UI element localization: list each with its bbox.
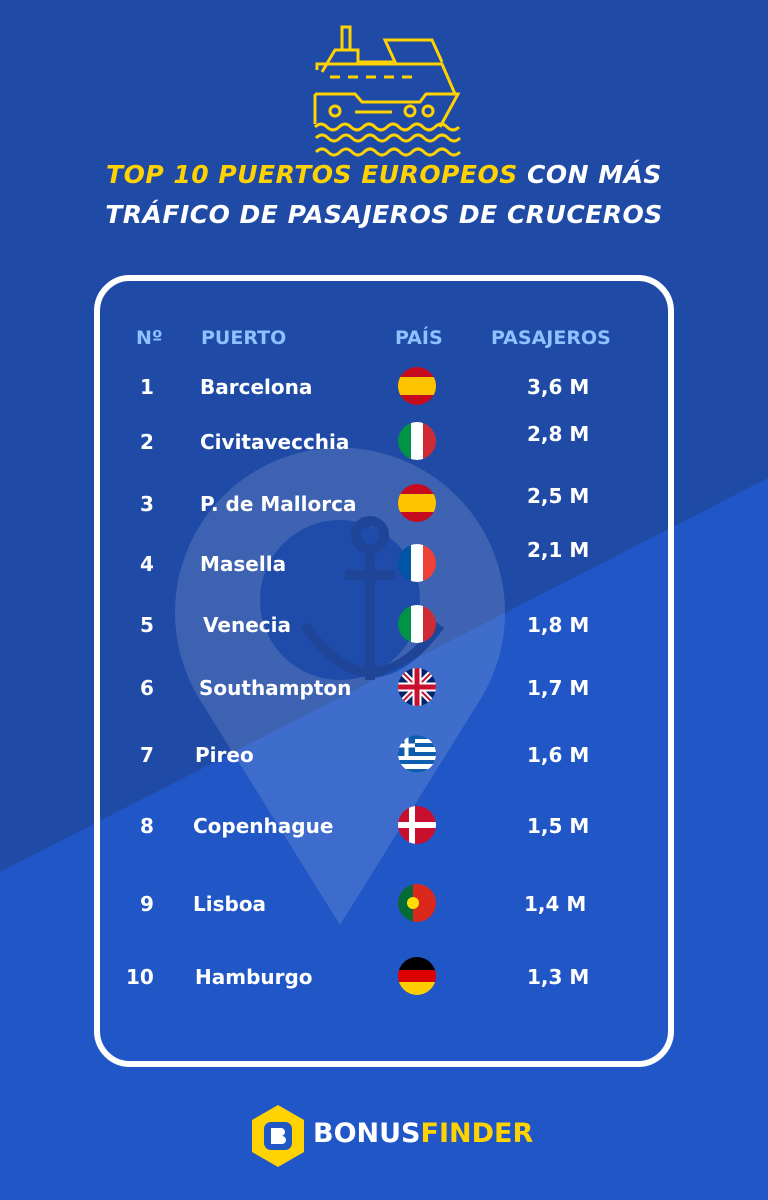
rank: 7 <box>140 743 154 767</box>
waves-icon <box>314 133 462 157</box>
germany-flag-icon <box>398 957 436 995</box>
denmark-flag-icon <box>398 806 436 844</box>
title-highlight: TOP 10 PUERTOS EUROPEOS <box>106 160 518 189</box>
table-row: 9 Lisboa 1,4 M <box>0 884 768 932</box>
ranking-table-card <box>94 275 674 1067</box>
port-name: Masella <box>200 552 287 576</box>
table-row: 2 Civitavecchia 2,8 M <box>0 422 768 470</box>
spain-flag-icon <box>398 484 436 522</box>
rank: 1 <box>140 375 154 399</box>
passengers: 3,6 M <box>527 375 590 399</box>
table-row: 10 Hamburgo 1,3 M <box>0 957 768 1005</box>
brand-bonus: BONUS <box>313 1118 421 1149</box>
bonusfinder-logo-icon <box>252 1105 304 1167</box>
table-row: 8 Copenhague 1,5 M <box>0 806 768 854</box>
rank: 9 <box>140 892 154 916</box>
port-name: Venecia <box>203 613 291 637</box>
cruise-ship-icon <box>313 25 460 132</box>
title-line-2: TRÁFICO DE PASAJEROS DE CRUCEROS <box>105 200 663 229</box>
header-rank: Nº <box>136 327 163 349</box>
passengers: 1,3 M <box>527 965 590 989</box>
table-row: 5 Venecia 1,8 M <box>0 605 768 653</box>
table-row: 4 Masella 2,1 M <box>0 538 768 592</box>
port-name: P. de Mallorca <box>200 492 357 516</box>
passengers: 1,4 M <box>524 892 587 916</box>
title-rest: CON MÁS <box>517 160 662 189</box>
passengers: 2,8 M <box>527 422 590 446</box>
port-name: Lisboa <box>193 892 267 916</box>
port-name: Copenhague <box>193 814 334 838</box>
passengers: 1,5 M <box>527 814 590 838</box>
header-country: PAÍS <box>395 327 443 349</box>
rank: 6 <box>140 676 154 700</box>
rank: 8 <box>140 814 154 838</box>
portugal-flag-icon <box>398 884 436 922</box>
passengers: 2,5 M <box>527 484 590 508</box>
rank: 3 <box>140 492 154 516</box>
table-row: 6 Southampton 1,7 M <box>0 668 768 716</box>
rank: 2 <box>140 430 154 454</box>
table-row: 3 P. de Mallorca 2,5 M <box>0 484 768 532</box>
italy-flag-icon <box>398 422 436 460</box>
table-row: 7 Pireo 1,6 M <box>0 735 768 783</box>
passengers: 2,1 M <box>527 538 590 562</box>
header-port: PUERTO <box>201 327 287 349</box>
table-row: 1 Barcelona 3,6 M <box>0 367 768 415</box>
brand-name: BONUSFINDER <box>313 1118 533 1149</box>
rank: 10 <box>126 965 154 989</box>
italy-flag-icon <box>398 605 436 643</box>
port-name: Southampton <box>199 676 352 700</box>
rank: 5 <box>140 613 154 637</box>
passengers: 1,6 M <box>527 743 590 767</box>
brand-finder: FINDER <box>420 1118 534 1149</box>
spain-flag-icon <box>398 367 436 405</box>
rank: 4 <box>140 552 154 576</box>
port-name: Hamburgo <box>195 965 313 989</box>
greece-flag-icon <box>398 735 436 773</box>
port-name: Civitavecchia <box>200 430 350 454</box>
uk-flag-icon <box>398 668 436 706</box>
france-flag-icon <box>398 544 436 582</box>
port-name: Barcelona <box>200 375 313 399</box>
port-name: Pireo <box>195 743 254 767</box>
title-line-1: TOP 10 PUERTOS EUROPEOS CON MÁS <box>0 160 768 189</box>
passengers: 1,7 M <box>527 676 590 700</box>
passengers: 1,8 M <box>527 613 590 637</box>
header-passengers: PASAJEROS <box>491 327 611 349</box>
